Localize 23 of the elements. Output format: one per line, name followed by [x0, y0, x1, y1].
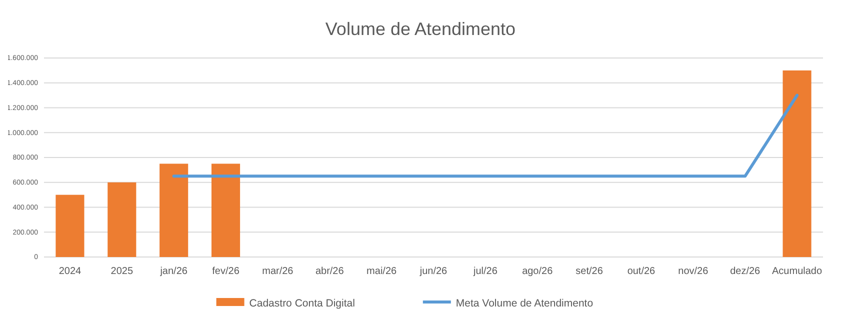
x-tick-label: jun/26	[418, 266, 448, 277]
x-tick-label: nov/26	[678, 266, 709, 277]
x-tick-label: Acumulado	[772, 266, 822, 277]
chart-title: Volume de Atendimento	[325, 19, 516, 39]
bar	[211, 164, 240, 257]
x-tick-label: fev/26	[212, 266, 240, 277]
bar	[782, 70, 812, 257]
x-tick-label: jul/26	[472, 266, 498, 277]
bar	[56, 194, 84, 257]
x-tick-label: 2025	[110, 266, 134, 277]
x-tick-label: mar/26	[262, 266, 294, 277]
bar	[160, 164, 188, 257]
legend-label: Cadastro Conta Digital	[249, 297, 355, 310]
x-tick-label: jan/26	[159, 266, 188, 277]
x-tick-label: set/26	[576, 266, 604, 277]
bar	[108, 182, 136, 257]
x-tick-label: mai/26	[366, 266, 398, 277]
legend-label: Meta Volume de Atendimento	[456, 297, 594, 310]
x-tick-label: ago/26	[522, 266, 554, 277]
x-tick-label: 2024	[58, 266, 82, 277]
x-tick-label: abr/26	[315, 266, 344, 277]
x-tick-label: out/26	[627, 266, 656, 277]
x-tick-label: dez/26	[730, 266, 761, 277]
